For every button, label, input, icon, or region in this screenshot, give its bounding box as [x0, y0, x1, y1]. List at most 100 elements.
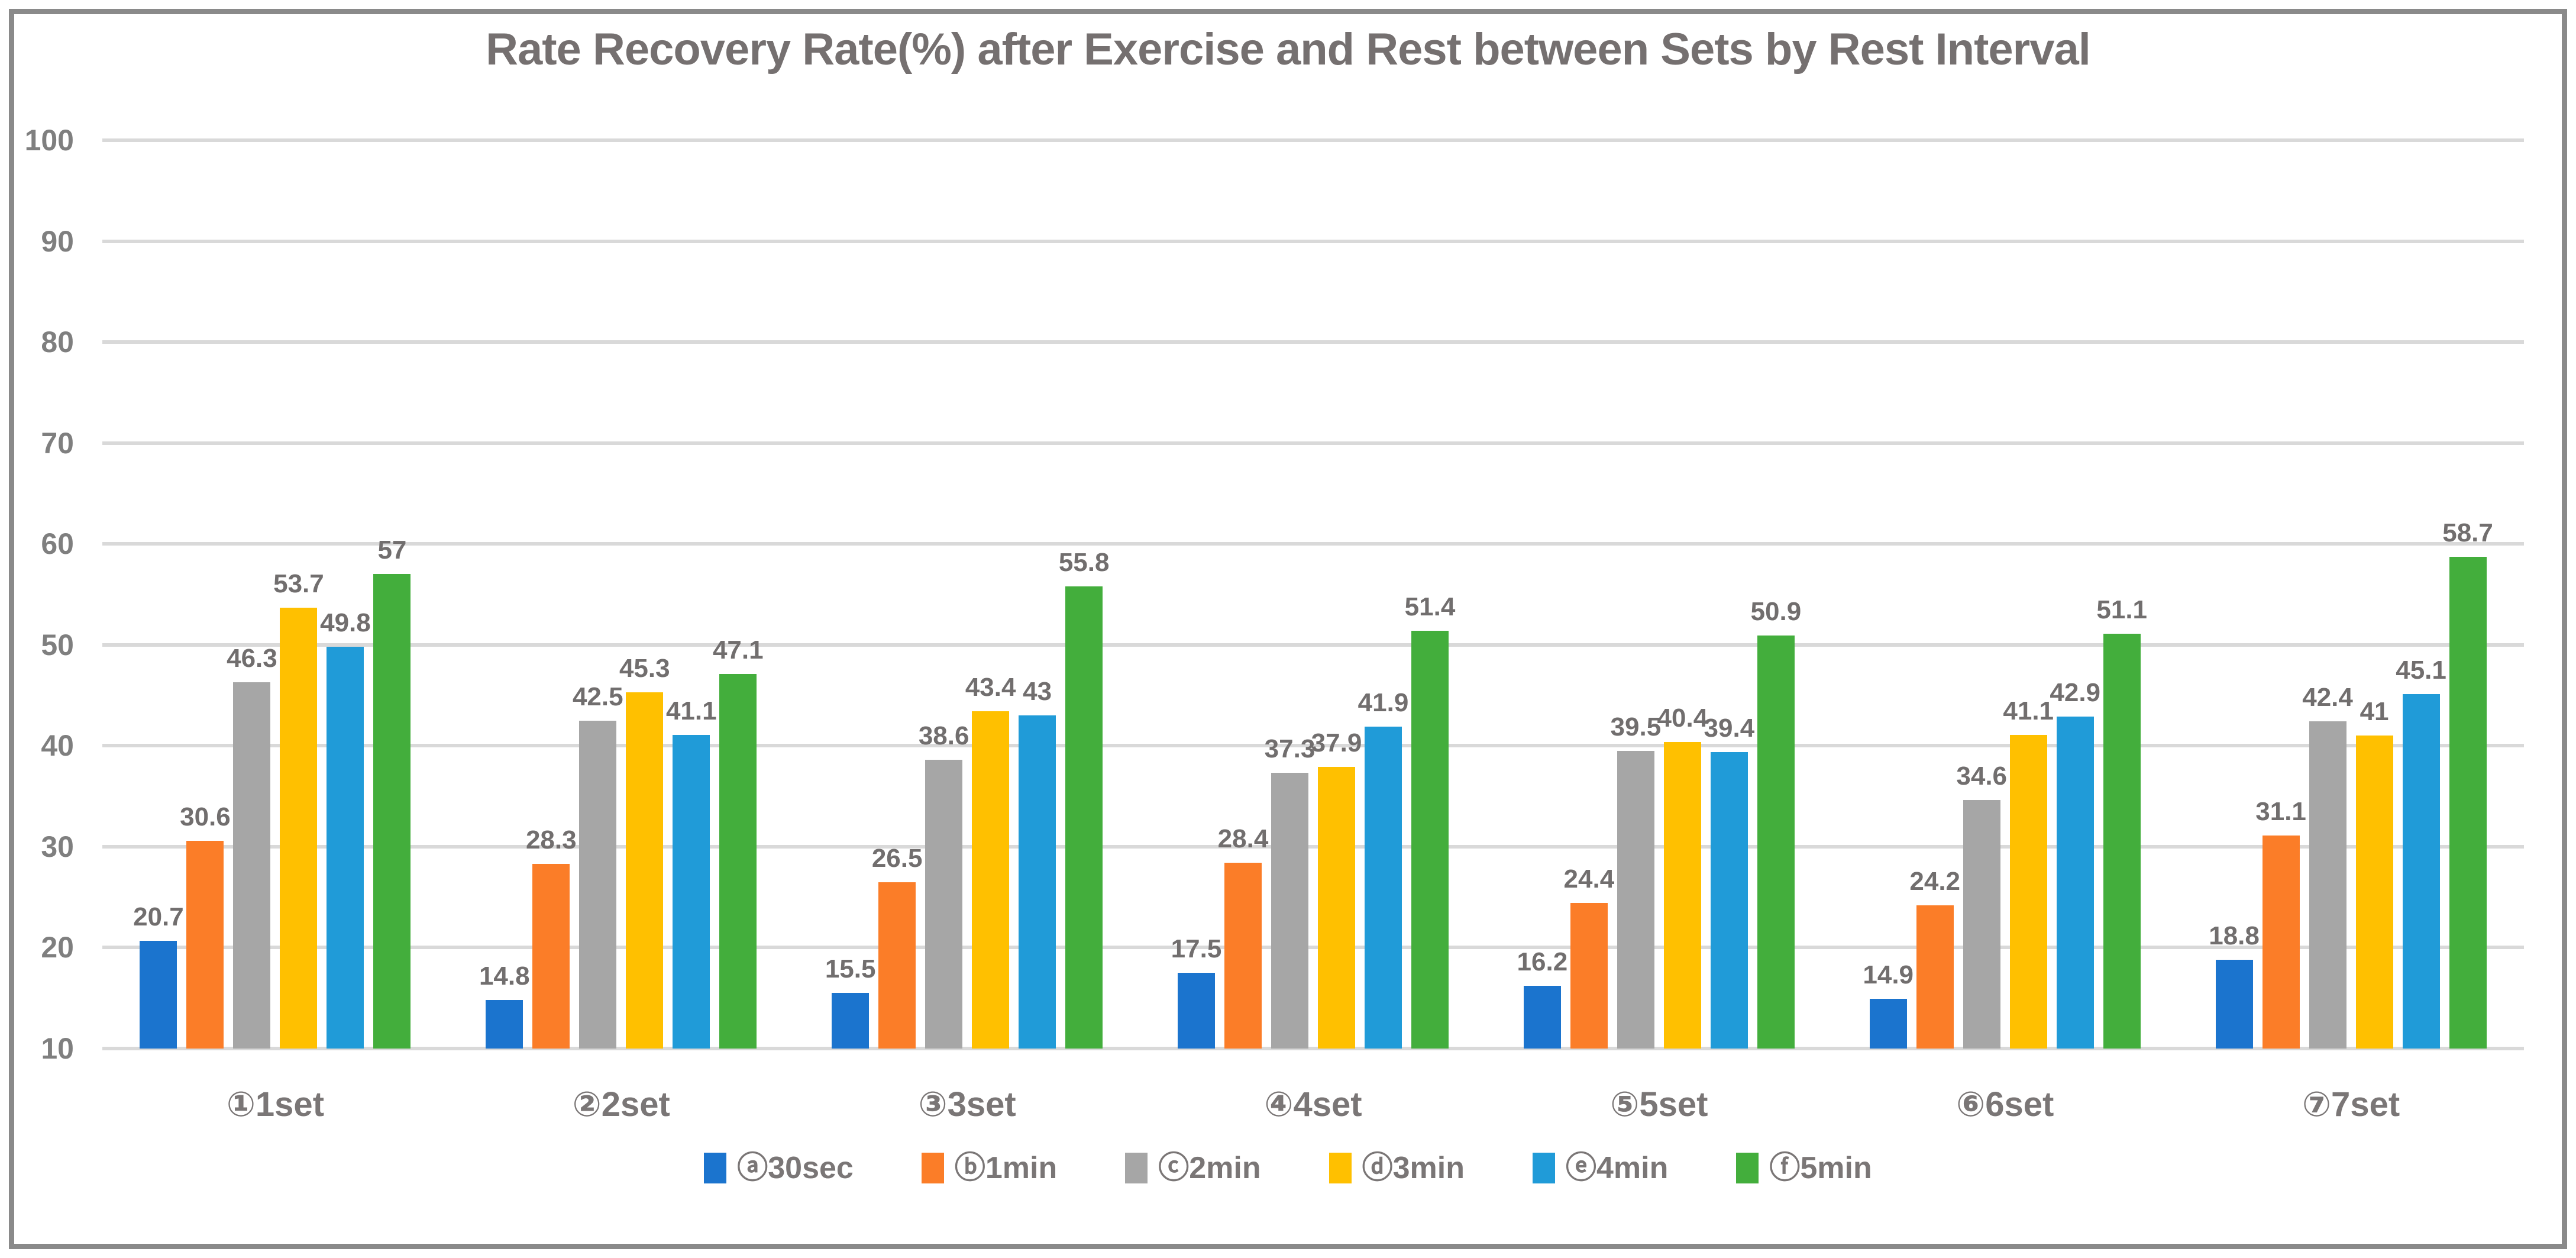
- value-label-ⓔ4min-⑥6set: 42.9: [2050, 678, 2101, 707]
- y-tick-100: 100: [24, 124, 74, 157]
- value-label-ⓓ3min-②2set: 45.3: [619, 653, 670, 683]
- gridline-60: [102, 542, 2524, 546]
- value-label-ⓑ1min-②2set: 28.3: [525, 825, 577, 854]
- category-label-④4set: ④4set: [1264, 1085, 1362, 1124]
- legend-marker-ⓐ30sec: [704, 1153, 727, 1183]
- value-label-ⓔ4min-④4set: 41.9: [1358, 688, 1409, 717]
- value-label-ⓐ30sec-⑥6set: 14.9: [1863, 960, 1914, 990]
- value-label-ⓐ30sec-⑤5set: 16.2: [1517, 947, 1568, 977]
- value-label-ⓓ3min-⑦7set: 41: [2360, 697, 2389, 727]
- bar-ⓒ2min-⑦7set: [2309, 721, 2346, 1049]
- category-label-⑦7set: ⑦7set: [2302, 1085, 2400, 1124]
- bar-ⓒ2min-⑥6set: [1963, 800, 2000, 1049]
- value-label-ⓐ30sec-③3set: 15.5: [825, 954, 876, 984]
- value-label-ⓐ30sec-②2set: 14.8: [479, 962, 530, 991]
- y-tick-90: 90: [41, 224, 74, 258]
- bar-ⓒ2min-②2set: [579, 720, 617, 1049]
- chart-border: [9, 9, 2567, 1249]
- value-label-ⓐ30sec-④4set: 17.5: [1171, 934, 1222, 964]
- bar-ⓑ1min-⑤5set: [1570, 903, 1608, 1049]
- gridline-10: [102, 1047, 2524, 1050]
- bar-ⓔ4min-⑤5set: [1710, 751, 1748, 1049]
- gridline-70: [102, 441, 2524, 445]
- value-label-ⓓ3min-①1set: 53.7: [273, 569, 324, 598]
- y-tick-40: 40: [41, 729, 74, 763]
- value-label-ⓑ1min-⑥6set: 24.2: [1909, 866, 1961, 896]
- bar-ⓒ2min-⑤5set: [1617, 750, 1654, 1049]
- bar-ⓐ30sec-④4set: [1178, 973, 1215, 1049]
- bar-ⓔ4min-⑥6set: [2056, 716, 2094, 1049]
- legend-label-ⓒ2min: ⓒ2min: [1158, 1151, 1261, 1185]
- bar-ⓐ30sec-②2set: [486, 1000, 523, 1049]
- legend-item-ⓓ3min: ⓓ3min: [1329, 1153, 1465, 1183]
- bar-ⓔ4min-④4set: [1365, 726, 1402, 1049]
- value-label-ⓕ5min-⑥6set: 51.1: [2096, 595, 2148, 625]
- value-label-ⓒ2min-④4set: 37.3: [1264, 734, 1316, 764]
- bar-ⓔ4min-③3set: [1019, 715, 1056, 1049]
- bar-ⓑ1min-②2set: [532, 863, 570, 1049]
- gridline-30: [102, 844, 2524, 849]
- bar-ⓕ5min-⑦7set: [2449, 557, 2487, 1049]
- bar-ⓓ3min-③3set: [972, 711, 1010, 1049]
- category-label-②2set: ②2set: [572, 1085, 670, 1124]
- bar-ⓔ4min-①1set: [327, 647, 364, 1049]
- bar-ⓕ5min-②2set: [719, 674, 757, 1049]
- legend-item-ⓔ4min: ⓔ4min: [1532, 1151, 1669, 1185]
- legend-label-ⓓ3min: ⓓ3min: [1362, 1151, 1465, 1185]
- bar-ⓔ4min-②2set: [673, 734, 710, 1049]
- bar-ⓐ30sec-⑦7set: [2215, 959, 2253, 1049]
- legend-marker-ⓕ5min: [1736, 1153, 1759, 1183]
- y-tick-30: 30: [41, 830, 74, 863]
- gridline-40: [102, 744, 2524, 748]
- legend-label-ⓕ5min: ⓕ5min: [1769, 1151, 1872, 1185]
- value-label-ⓑ1min-④4set: 28.4: [1217, 824, 1269, 854]
- legend-marker-ⓓ3min: [1329, 1153, 1352, 1183]
- value-label-ⓒ2min-⑦7set: 42.4: [2302, 683, 2353, 712]
- value-label-ⓕ5min-①1set: 57: [377, 536, 407, 565]
- bar-ⓐ30sec-⑤5set: [1523, 986, 1561, 1049]
- bar-ⓑ1min-⑥6set: [1916, 905, 1954, 1049]
- bar-ⓕ5min-①1set: [373, 574, 411, 1049]
- y-tick-60: 60: [41, 527, 74, 561]
- chart-title: Rate Recovery Rate(%) after Exercise and…: [486, 24, 2091, 75]
- value-label-ⓔ4min-②2set: 41.1: [665, 696, 717, 725]
- legend-item-ⓐ30sec: ⓐ30sec: [704, 1153, 854, 1183]
- bar-ⓕ5min-⑥6set: [2103, 634, 2141, 1049]
- legend-item-ⓑ1min: ⓑ1min: [921, 1153, 1057, 1183]
- bar-ⓒ2min-④4set: [1271, 773, 1308, 1049]
- bar-ⓐ30sec-③3set: [832, 993, 870, 1049]
- value-label-ⓔ4min-①1set: 49.8: [320, 608, 371, 638]
- bar-ⓑ1min-①1set: [186, 840, 224, 1049]
- bar-ⓑ1min-④4set: [1224, 863, 1262, 1049]
- value-label-ⓓ3min-④4set: 37.9: [1311, 728, 1362, 758]
- bar-ⓓ3min-②2set: [626, 692, 664, 1049]
- category-label-⑤5set: ⑤5set: [1610, 1085, 1708, 1124]
- value-label-ⓔ4min-⑦7set: 45.1: [2396, 656, 2446, 685]
- value-label-ⓓ3min-③3set: 43.4: [965, 673, 1016, 702]
- value-label-ⓕ5min-⑤5set: 50.9: [1750, 597, 1802, 627]
- legend-marker-ⓔ4min: [1532, 1153, 1555, 1183]
- gridline-20: [102, 946, 2524, 950]
- value-label-ⓒ2min-③3set: 38.6: [918, 721, 969, 751]
- value-label-ⓒ2min-①1set: 46.3: [227, 643, 277, 673]
- value-label-ⓐ30sec-⑦7set: 18.8: [2209, 921, 2260, 950]
- legend-marker-ⓒ2min: [1125, 1153, 1148, 1183]
- value-label-ⓔ4min-⑤5set: 39.4: [1704, 713, 1755, 743]
- gridline-80: [102, 340, 2524, 344]
- bar-ⓕ5min-③3set: [1065, 586, 1103, 1049]
- y-tick-80: 80: [41, 325, 74, 359]
- bar-ⓓ3min-⑥6set: [2009, 734, 2047, 1049]
- bar-ⓓ3min-⑤5set: [1663, 741, 1701, 1049]
- value-label-ⓕ5min-④4set: 51.4: [1404, 592, 1456, 621]
- legend-label-ⓔ4min: ⓔ4min: [1565, 1151, 1669, 1185]
- value-label-ⓓ3min-⑥6set: 41.1: [2003, 696, 2054, 725]
- legend-item-ⓒ2min: ⓒ2min: [1125, 1151, 1261, 1185]
- legend-marker-ⓑ1min: [921, 1153, 944, 1183]
- bar-ⓔ4min-⑦7set: [2402, 694, 2440, 1049]
- value-label-ⓑ1min-①1set: 30.6: [180, 802, 231, 831]
- y-tick-10: 10: [41, 1032, 74, 1065]
- y-tick-20: 20: [41, 931, 74, 965]
- value-label-ⓐ30sec-①1set: 20.7: [133, 902, 184, 931]
- bar-ⓐ30sec-⑥6set: [1869, 999, 1907, 1049]
